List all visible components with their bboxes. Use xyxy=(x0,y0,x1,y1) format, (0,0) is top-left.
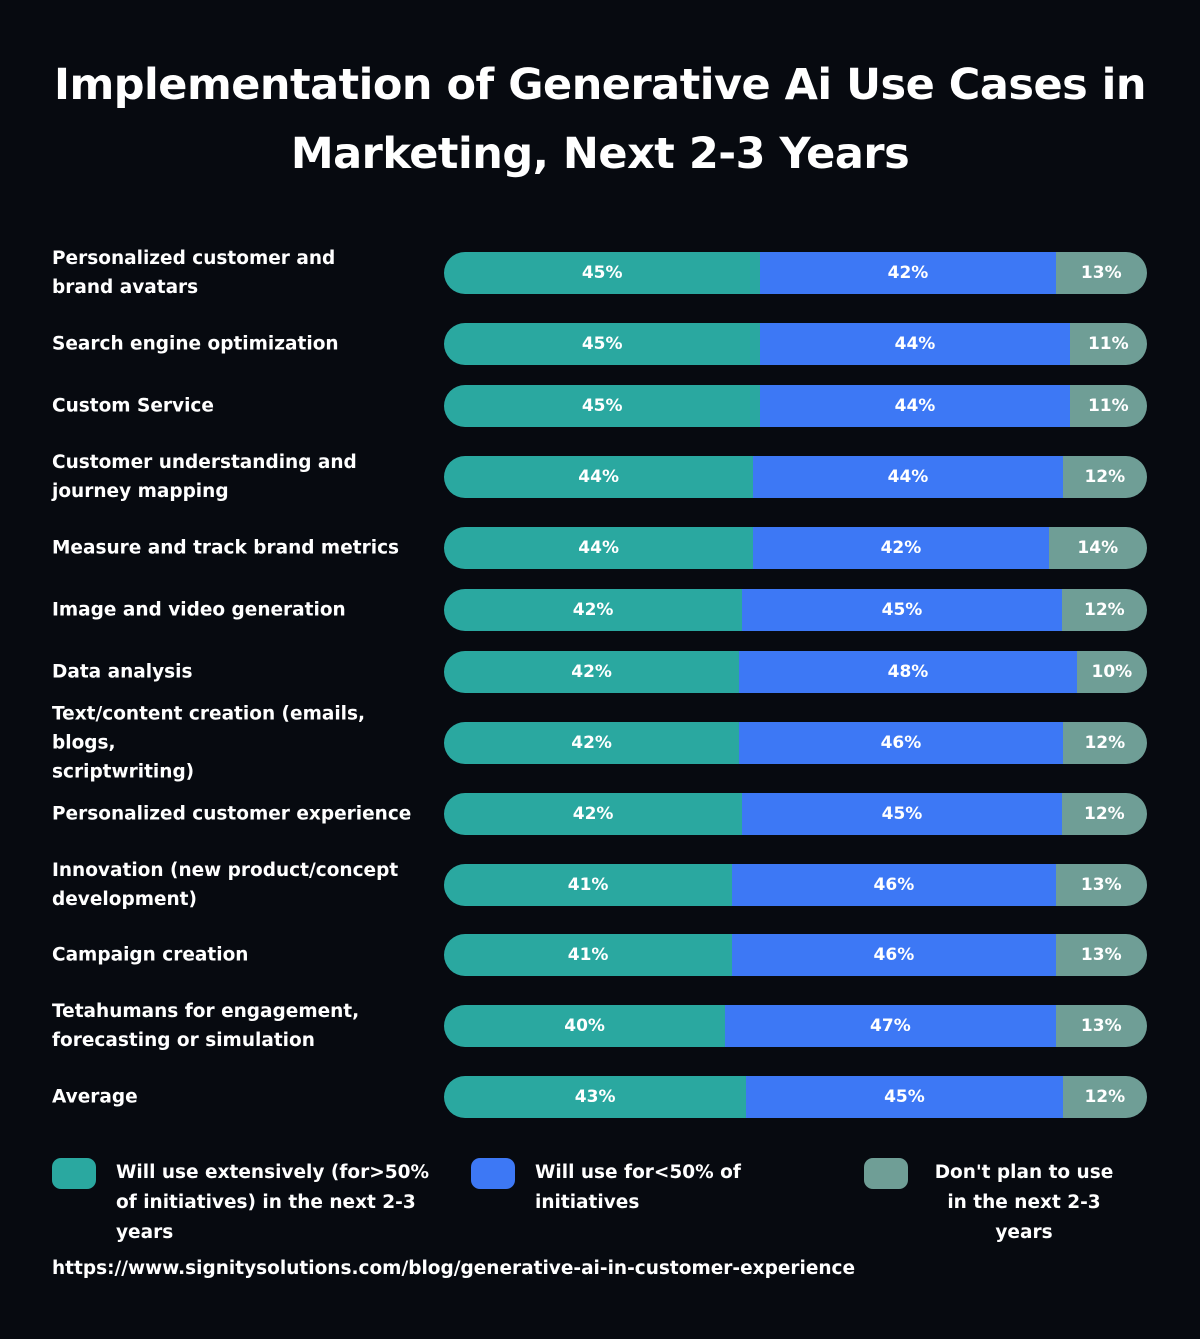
category-label-line: Image and video generation xyxy=(52,599,346,621)
bar-segment-none: 14% xyxy=(1048,527,1147,569)
legend-swatch-none xyxy=(864,1158,908,1189)
category-label-line: Tetahumans for engagement, xyxy=(52,1001,360,1022)
category-label-line: Search engine optimization xyxy=(52,333,339,355)
category-label: Customer understanding and journey mappin… xyxy=(52,448,432,506)
bar-segment-partial: 46% xyxy=(732,934,1056,976)
legend-label-extensive: Will use extensively (for>50% of initiat… xyxy=(116,1162,430,1243)
bar-segment-extensive: 45% xyxy=(444,385,761,427)
bar-segment-none: 12% xyxy=(1062,722,1147,764)
bar-segment-none: 12% xyxy=(1061,793,1147,835)
stacked-bar: 45% 42% 13% xyxy=(444,252,1147,294)
category-label-line: Innovation (new product/concept xyxy=(52,860,399,881)
category-label: Personalized customer and brand avatars xyxy=(52,244,432,302)
bar-segment-none: 13% xyxy=(1055,252,1147,294)
category-label-line: Custom Service xyxy=(52,395,214,417)
category-label-line: Campaign creation xyxy=(52,944,249,966)
bar-segment-partial: 42% xyxy=(753,527,1049,569)
bar-segment-partial: 42% xyxy=(760,252,1056,294)
stacked-bar: 44% 44% 12% xyxy=(444,456,1147,498)
bar-segment-extensive: 42% xyxy=(444,589,743,631)
category-label: Average xyxy=(52,1083,432,1112)
bar-segment-extensive: 42% xyxy=(444,651,740,693)
category-label: Innovation (new product/concept developme… xyxy=(52,856,432,914)
bar-segment-extensive: 45% xyxy=(444,323,761,365)
category-label: Text/content creation (emails, blogs, scr… xyxy=(52,700,432,787)
bar-segment-none: 12% xyxy=(1061,589,1147,631)
bar-segment-partial: 44% xyxy=(753,456,1063,498)
bar-segment-extensive: 43% xyxy=(444,1076,747,1118)
category-label-line: Data analysis xyxy=(52,661,193,683)
category-label: Data analysis xyxy=(52,658,432,687)
bar-segment-extensive: 42% xyxy=(444,793,743,835)
category-label-line: Measure and track brand metrics xyxy=(52,537,400,559)
category-label: Measure and track brand metrics xyxy=(52,534,432,563)
category-label-line: journey mapping xyxy=(52,481,229,502)
bar-segment-partial: 45% xyxy=(742,589,1062,631)
bar-segment-none: 13% xyxy=(1055,1005,1147,1047)
category-label-line: Customer understanding and xyxy=(52,452,357,473)
bar-segment-partial: 46% xyxy=(739,722,1063,764)
category-label: Custom Service xyxy=(52,392,432,421)
legend-swatch-extensive xyxy=(52,1158,96,1189)
stacked-bar: 45% 44% 11% xyxy=(444,385,1147,427)
category-label-line: Personalized customer and xyxy=(52,248,336,269)
bar-segment-extensive: 41% xyxy=(444,934,733,976)
category-label-line: development) xyxy=(52,889,197,910)
chart-title-line-2: Marketing, Next 2-3 Years xyxy=(290,129,910,179)
source-url[interactable]: https://www.signitysolutions.com/blog/ge… xyxy=(52,1258,856,1279)
category-label-line: Text/content creation (emails, blogs, xyxy=(52,703,366,754)
category-label: Campaign creation xyxy=(52,941,432,970)
category-label: Search engine optimization xyxy=(52,330,432,359)
legend-swatch-partial xyxy=(471,1158,515,1189)
stacked-bar: 42% 46% 12% xyxy=(444,722,1147,764)
stacked-bar: 44% 42% 14% xyxy=(444,527,1147,569)
bar-segment-none: 12% xyxy=(1062,1076,1147,1118)
bar-segment-extensive: 45% xyxy=(444,252,761,294)
stacked-bar: 41% 46% 13% xyxy=(444,934,1147,976)
bar-segment-partial: 47% xyxy=(725,1005,1056,1047)
bar-segment-none: 12% xyxy=(1062,456,1147,498)
stacked-bar: 41% 46% 13% xyxy=(444,864,1147,906)
stacked-bar: 43% 45% 12% xyxy=(444,1076,1147,1118)
stacked-bar: 42% 48% 10% xyxy=(444,651,1147,693)
chart-title-line-1: Implementation of Generative Ai Use Case… xyxy=(53,60,1147,110)
stacked-bar: 42% 45% 12% xyxy=(444,589,1147,631)
category-label-line: forecasting or simulation xyxy=(52,1030,315,1051)
bar-segment-none: 10% xyxy=(1076,651,1147,693)
bar-segment-none: 11% xyxy=(1069,323,1147,365)
stacked-bar: 42% 45% 12% xyxy=(444,793,1147,835)
legend-label-none: Don't plan to use in the next 2-3 years xyxy=(934,1162,1114,1243)
stacked-bar: 45% 44% 11% xyxy=(444,323,1147,365)
bar-segment-extensive: 42% xyxy=(444,722,740,764)
bar-segment-partial: 48% xyxy=(739,651,1077,693)
bar-segment-partial: 44% xyxy=(760,385,1070,427)
bar-segment-none: 13% xyxy=(1055,864,1147,906)
bar-segment-none: 11% xyxy=(1069,385,1147,427)
bar-segment-partial: 45% xyxy=(742,793,1062,835)
bar-segment-none: 13% xyxy=(1055,934,1147,976)
bar-segment-extensive: 40% xyxy=(444,1005,726,1047)
category-label: Image and video generation xyxy=(52,596,432,625)
bar-segment-extensive: 44% xyxy=(444,456,754,498)
category-label-line: scriptwriting) xyxy=(52,761,195,783)
bar-segment-partial: 45% xyxy=(746,1076,1063,1118)
category-label: Tetahumans for engagement, forecasting or… xyxy=(52,997,432,1055)
category-label-line: Personalized customer experience xyxy=(52,803,412,825)
bar-segment-partial: 46% xyxy=(732,864,1056,906)
stacked-bar: 40% 47% 13% xyxy=(444,1005,1147,1047)
bar-segment-partial: 44% xyxy=(760,323,1070,365)
bar-segment-extensive: 41% xyxy=(444,864,733,906)
category-label-line: brand avatars xyxy=(52,277,199,298)
category-label-line: Average xyxy=(52,1086,138,1108)
category-label: Personalized customer experience xyxy=(52,800,432,829)
legend-label-partial: Will use for<50% of initiatives xyxy=(535,1162,741,1213)
bar-segment-extensive: 44% xyxy=(444,527,754,569)
